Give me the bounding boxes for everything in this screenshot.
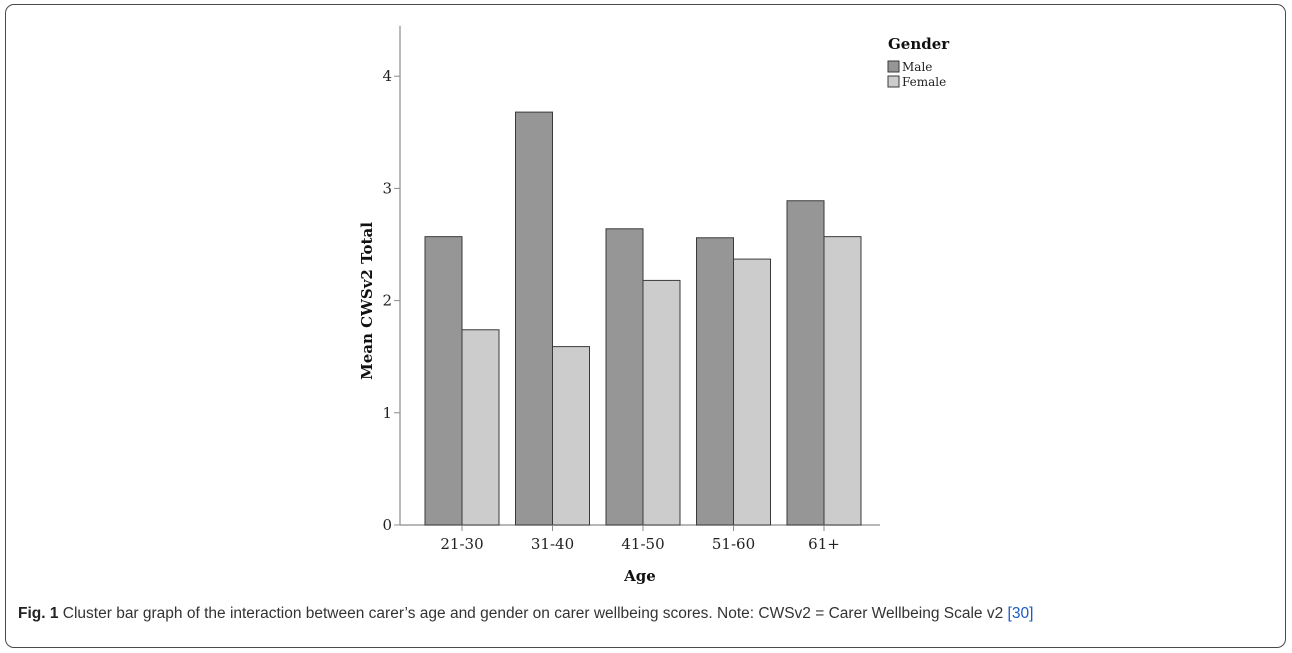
bar-female-61+ bbox=[823, 236, 862, 526]
y-tick-label: 4 bbox=[382, 67, 392, 85]
bar-male-61+ bbox=[786, 200, 825, 526]
chart-bars bbox=[424, 111, 862, 526]
x-tick-label: 31-40 bbox=[531, 535, 574, 553]
legend-label-male: Male bbox=[902, 60, 932, 74]
x-axis-title: Age bbox=[623, 567, 656, 585]
figure-caption: Fig. 1 Cluster bar graph of the interact… bbox=[18, 603, 1258, 624]
bar-male-41-50 bbox=[605, 228, 644, 526]
bar-male-31-40 bbox=[515, 111, 553, 526]
x-tick-label: 41-50 bbox=[621, 535, 664, 553]
legend-title: Gender bbox=[888, 35, 950, 53]
bar-female-51-60 bbox=[733, 258, 771, 526]
bar-male-21-30 bbox=[424, 236, 463, 526]
legend-swatch-male bbox=[887, 60, 900, 73]
y-tick-label: 3 bbox=[382, 179, 392, 197]
x-tick-label: 51-60 bbox=[712, 535, 755, 553]
caption-text: Cluster bar graph of the interaction bet… bbox=[58, 605, 1008, 622]
legend-label-female: Female bbox=[902, 75, 946, 89]
y-axis-title: Mean CWSv2 Total bbox=[358, 222, 376, 380]
legend-swatch-female bbox=[887, 75, 900, 88]
bar-chart: 0 1 2 3 4 21-30 31-40 41-50 51-60 61+ Mean CWSv2… bbox=[358, 25, 950, 585]
bar-female-41-50 bbox=[642, 279, 681, 526]
x-axis-ticks: 21-30 31-40 41-50 51-60 61+ bbox=[440, 525, 840, 553]
x-tick-label: 61+ bbox=[808, 535, 840, 553]
y-tick-label: 2 bbox=[382, 292, 392, 310]
caption-citation-link[interactable]: [30] bbox=[1007, 605, 1034, 622]
bar-female-31-40 bbox=[552, 346, 590, 526]
y-axis-ticks: 0 1 2 3 4 bbox=[382, 67, 400, 534]
y-tick-label: 1 bbox=[382, 404, 392, 422]
y-tick-label: 0 bbox=[382, 516, 392, 534]
bar-female-21-30 bbox=[461, 329, 500, 526]
caption-label: Fig. 1 bbox=[18, 605, 59, 622]
x-tick-label: 21-30 bbox=[440, 535, 483, 553]
bar-male-51-60 bbox=[696, 237, 734, 526]
